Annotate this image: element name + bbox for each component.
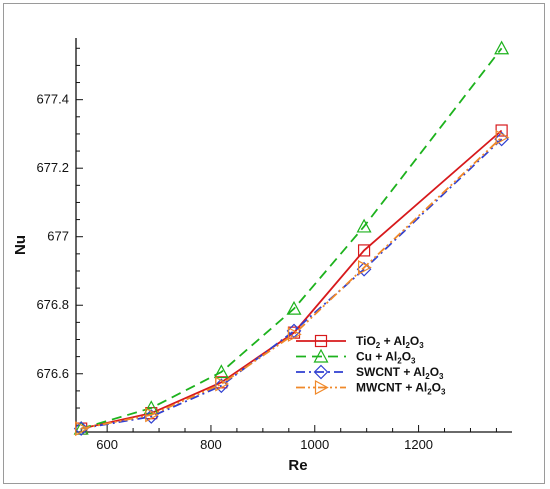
series-2 [73,40,510,435]
series-line [81,138,503,430]
y-axis-title: Nu [12,235,29,255]
data-point [494,40,510,55]
y-tick-label: 677.2 [36,160,69,175]
data-point [75,421,89,437]
data-point [213,364,229,379]
legend-marker [314,334,328,348]
legend-label: MWCNT + Al2O3 [356,381,446,397]
data-point [215,376,230,392]
legend-marker [314,379,329,396]
legend-item-4: MWCNT + Al2O3 [296,379,446,397]
legend-label: TiO2 + Al2O3 [356,334,424,350]
data-point [143,409,159,424]
legend-item-1: TiO2 + Al2O3 [296,334,424,350]
x-tick-label: 600 [96,437,118,452]
data-point [356,261,372,277]
y-tick-label: 677.4 [36,92,69,107]
x-tick-label: 1000 [300,437,329,452]
data-point [213,378,229,394]
data-point [287,326,302,342]
series-line [81,136,503,430]
x-tick-label: 800 [200,437,222,452]
data-point [357,260,372,276]
data-point [286,300,302,315]
y-tick-label: 676.6 [36,366,69,381]
y-tick-label: 677 [47,229,69,244]
legend-marker [313,348,329,363]
x-axis-title: Re [288,457,307,474]
legend-item-3: SWCNT + Al2O3 [296,364,444,381]
figure-frame [3,3,545,484]
data-point [145,407,160,423]
series-4 [75,129,510,437]
y-tick-label: 676.8 [36,297,69,312]
x-tick-label: 1200 [404,437,433,452]
axes: 600 800 1000 1200 676.6 676.8 677 677.2 677.4 [36,38,512,452]
legend-label: SWCNT + Al2O3 [356,365,444,381]
data-point [143,400,159,415]
legend-label: Cu + Al2O3 [356,350,416,366]
series-layer [73,40,510,437]
legend-item-2: Cu + Al2O3 [296,348,416,366]
data-point [73,421,89,436]
data-point [495,129,510,145]
series-line [80,47,503,430]
legend-marker [313,364,329,380]
data-point [494,131,509,147]
data-point [357,244,371,257]
data-point [356,218,372,233]
